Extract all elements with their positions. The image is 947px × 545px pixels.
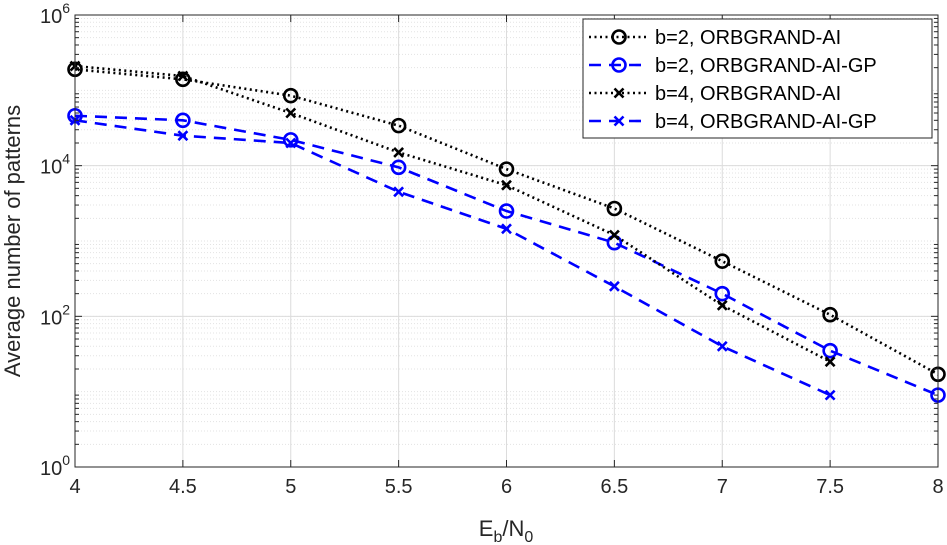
x-marker bbox=[716, 340, 728, 352]
circle-marker bbox=[606, 200, 623, 217]
x-tick-label: 5 bbox=[285, 476, 296, 498]
y-tick-label: 106 bbox=[40, 0, 70, 28]
x-marker bbox=[716, 299, 728, 311]
legend-label: b=2, ORBGRAND-AI bbox=[655, 27, 841, 49]
circle-marker bbox=[822, 342, 838, 359]
x-marker bbox=[608, 229, 620, 241]
x-tick-label: 5.5 bbox=[385, 476, 413, 498]
series-line bbox=[74, 119, 831, 397]
legend-entry: b=2, ORBGRAND-AI-GP bbox=[589, 55, 877, 77]
circle-marker bbox=[714, 285, 731, 302]
x-tick-label: 4.5 bbox=[169, 476, 197, 498]
circle-marker bbox=[714, 253, 731, 269]
legend-box bbox=[582, 18, 933, 139]
x-tick-label: 6 bbox=[501, 476, 512, 498]
x-tick-label: 7.5 bbox=[816, 476, 844, 498]
x-axis-label: Eb/N0 bbox=[479, 516, 534, 545]
series bbox=[69, 60, 836, 368]
x-marker bbox=[285, 107, 297, 119]
circle-marker bbox=[175, 112, 191, 129]
series-line bbox=[74, 64, 831, 363]
x-marker bbox=[393, 186, 405, 198]
axis-ticks bbox=[74, 14, 939, 468]
circle-marker bbox=[282, 87, 299, 104]
x-tick-label: 8 bbox=[932, 476, 943, 498]
x-marker bbox=[285, 137, 297, 149]
circle-marker bbox=[498, 161, 515, 177]
circle-marker bbox=[611, 57, 627, 73]
circle-marker bbox=[611, 29, 627, 45]
x-tick-label: 4 bbox=[69, 476, 80, 498]
legend-label: b=4, ORBGRAND-AI bbox=[655, 83, 841, 105]
series bbox=[69, 114, 836, 401]
x-axis-tick-labels: 4 4.5 5 5.5 6 6.5 7 7.5 8 bbox=[69, 476, 943, 498]
y-axis-label: Average number of patterns bbox=[0, 105, 25, 377]
x-tick-label: 6.5 bbox=[600, 476, 628, 498]
y-tick-label: 104 bbox=[40, 151, 70, 179]
y-tick-label: 102 bbox=[40, 301, 70, 329]
x-marker bbox=[501, 223, 512, 235]
series-layer bbox=[67, 60, 946, 403]
circle-marker bbox=[822, 306, 838, 323]
legend: b=2, ORBGRAND-AI b=2, ORBGRAND-AI-GP b=4, … bbox=[582, 18, 933, 139]
legend-entry: b=4, ORBGRAND-AI-GP bbox=[589, 111, 877, 133]
circle-marker bbox=[390, 159, 407, 176]
x-tick-label: 7 bbox=[717, 476, 728, 498]
x-marker bbox=[613, 115, 625, 127]
x-marker bbox=[608, 280, 620, 292]
circle-marker bbox=[282, 132, 299, 148]
x-marker bbox=[824, 356, 836, 368]
legend-label: b=4, ORBGRAND-AI-GP bbox=[655, 111, 877, 133]
x-marker bbox=[177, 130, 189, 142]
y-tick-label: 100 bbox=[40, 452, 70, 480]
x-marker bbox=[824, 389, 836, 401]
x-marker bbox=[613, 87, 625, 99]
series-line bbox=[74, 68, 939, 376]
series-line bbox=[74, 114, 939, 397]
circle-marker bbox=[390, 117, 407, 134]
x-marker bbox=[501, 179, 512, 191]
x-marker bbox=[177, 70, 189, 82]
x-marker bbox=[393, 146, 405, 158]
y-axis-tick-labels: 100 102 104 106 bbox=[40, 0, 70, 480]
legend-entry: b=4, ORBGRAND-AI bbox=[589, 83, 841, 105]
circle-marker bbox=[498, 203, 515, 219]
legend-label: b=2, ORBGRAND-AI-GP bbox=[655, 55, 877, 77]
legend-entry: b=2, ORBGRAND-AI bbox=[589, 27, 841, 49]
